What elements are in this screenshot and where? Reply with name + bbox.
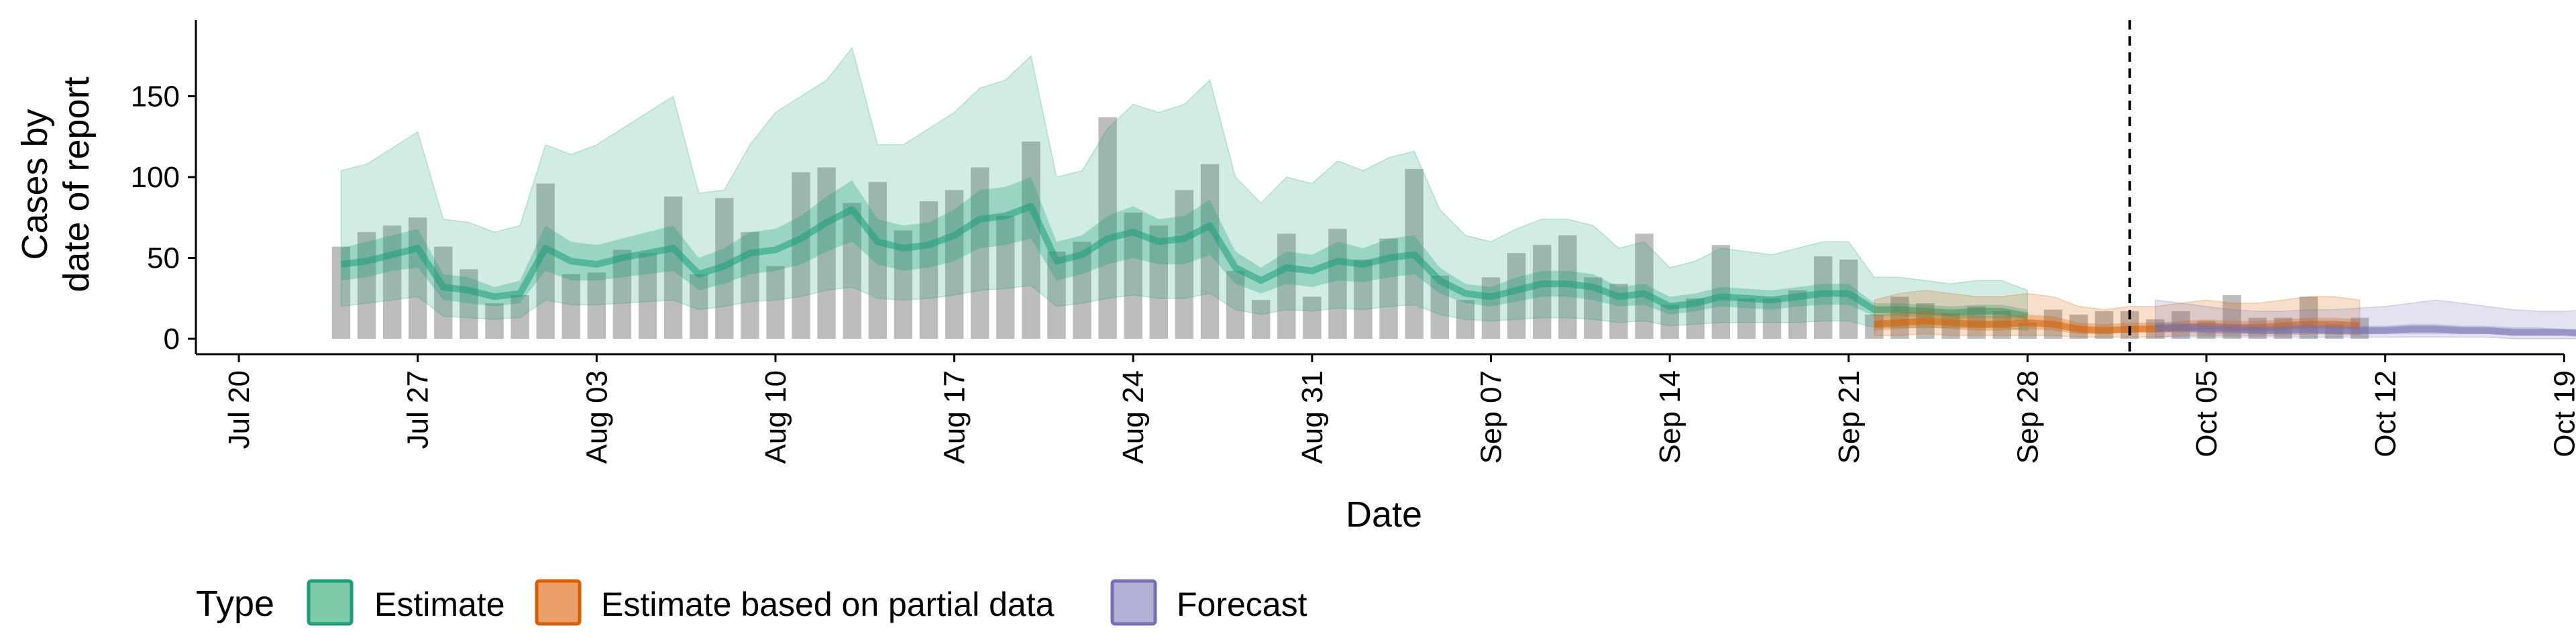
case-bar	[1277, 233, 1296, 339]
case-bar	[1481, 277, 1501, 339]
case-bar	[1762, 298, 1782, 339]
y-tick-label: 100	[131, 161, 180, 194]
partial-median-line	[1874, 317, 2360, 334]
x-tick-label: Sep 28	[2011, 370, 2044, 464]
legend-label-forecast: Forecast	[1177, 586, 1307, 623]
legend-label-partial: Estimate based on partial data	[601, 586, 1055, 623]
case-bar	[1226, 270, 1245, 339]
x-tick-label: Oct 05	[2190, 370, 2223, 458]
case-bar	[868, 182, 887, 339]
case-bar	[1252, 300, 1271, 339]
case-bar	[382, 225, 402, 339]
case-bar	[1022, 142, 1040, 339]
axes-layer	[195, 20, 2564, 356]
y-ticks: 0 50 100 150	[131, 80, 196, 356]
case-bar	[612, 250, 632, 339]
case-bar	[1303, 297, 1322, 339]
x-tick-label: Oct 19	[2548, 370, 2576, 458]
x-tick-label: Aug 31	[1296, 370, 1329, 464]
legend-swatch-forecast	[1110, 579, 1157, 626]
y-tick-label: 50	[147, 242, 180, 275]
y-tick-label: 150	[131, 80, 180, 113]
case-bar	[485, 303, 504, 339]
x-ticks: Jul 20 Jul 27 Aug 03 Aug 10 Aug 17 Aug 24 Aug …	[223, 354, 2576, 464]
legend-swatch-estimate	[307, 579, 354, 626]
y-axis-title-line1: Cases by	[15, 109, 55, 260]
x-tick-label: Aug 03	[580, 370, 613, 464]
case-bar	[1456, 300, 1475, 339]
case-bar	[1175, 190, 1194, 339]
legend-swatch-partial	[535, 579, 582, 626]
x-tick-label: Aug 10	[759, 370, 792, 464]
case-bar	[460, 269, 478, 339]
case-bar	[1098, 117, 1117, 339]
x-tick-label: Jul 20	[223, 370, 256, 449]
estimate-band-50	[341, 177, 2028, 323]
case-bar	[409, 217, 427, 339]
x-tick-label: Sep 21	[1833, 370, 1866, 464]
case-bar	[1890, 297, 1909, 339]
case-bar	[663, 196, 683, 339]
x-tick-label: Jul 27	[402, 370, 435, 449]
case-bar	[766, 266, 785, 339]
case-bar	[1635, 233, 1654, 339]
y-axis-title-line2: date of report	[56, 76, 97, 292]
case-bar	[1660, 305, 1679, 339]
case-bar	[817, 167, 836, 339]
case-bar	[690, 274, 708, 339]
legend-title: Type	[196, 584, 274, 624]
bars-layer	[331, 117, 2369, 339]
case-bar	[1354, 259, 1373, 339]
case-bar	[843, 203, 861, 339]
x-tick-label: Aug 24	[1117, 370, 1150, 464]
x-axis-title: Date	[1346, 494, 1422, 535]
x-tick-label: Sep 14	[1654, 370, 1686, 464]
case-bar	[434, 246, 453, 339]
case-bar	[587, 272, 606, 339]
case-bar	[792, 172, 810, 339]
case-bar	[971, 167, 989, 339]
case-bar	[1047, 251, 1066, 339]
case-bar	[1200, 164, 1220, 339]
case-bar	[638, 253, 657, 339]
y-tick-label: 0	[164, 323, 180, 356]
case-bar	[1507, 253, 1526, 339]
x-tick-label: Aug 17	[938, 370, 971, 464]
forecast-median-line	[2155, 324, 2576, 337]
estimate-median-line	[340, 203, 2029, 320]
ribbons-layer	[340, 46, 2576, 339]
x-tick-label: Oct 12	[2369, 370, 2402, 458]
case-bar	[511, 294, 529, 339]
case-bar	[357, 231, 376, 339]
case-bar	[561, 274, 580, 339]
case-bar	[2094, 311, 2114, 339]
case-bar	[945, 190, 964, 339]
case-bar	[919, 201, 938, 339]
case-bar	[1711, 245, 1730, 339]
estimate-band-90	[340, 46, 2029, 331]
case-bar	[996, 215, 1015, 339]
legend-label-estimate: Estimate	[374, 586, 505, 623]
legend: Type Estimate Estimate based on partial …	[196, 579, 1307, 626]
x-tick-label: Sep 07	[1475, 370, 1508, 464]
case-bar	[1737, 298, 1756, 339]
case-bar	[1533, 245, 1552, 339]
case-bar	[1328, 229, 1347, 339]
